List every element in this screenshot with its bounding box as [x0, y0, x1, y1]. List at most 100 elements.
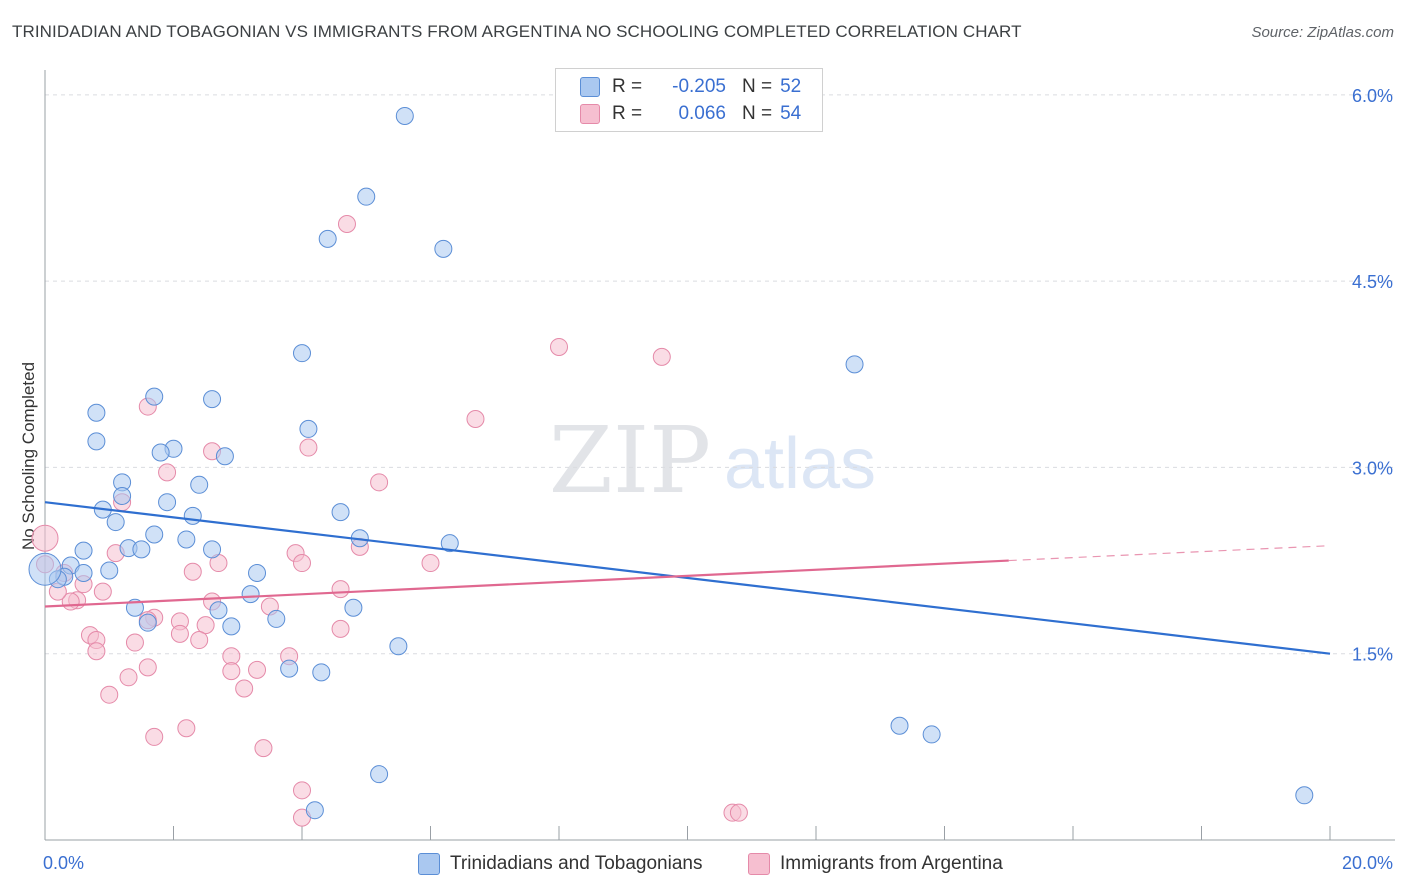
zipatlas-watermark: ZIP atlas [549, 407, 876, 514]
legend-r-label: R = [612, 103, 643, 124]
legend-r-value: -0.205 [672, 76, 726, 97]
argentina-point-49 [293, 781, 311, 800]
argentina-point-52 [729, 803, 748, 822]
trinidad-point-0 [395, 106, 414, 125]
trinidad-point-40 [344, 598, 363, 617]
legend-r-label: R = [612, 76, 643, 97]
trinidad-point-29 [74, 541, 93, 560]
trinidad-point-1 [357, 187, 376, 206]
argentina-point-37 [87, 642, 106, 661]
legend-row-trinidad: R = -0.205 N = 52 [580, 74, 801, 100]
trinidad-point-31 [100, 561, 119, 580]
trinidad-point-12 [215, 447, 234, 466]
trinidad-point-19 [183, 506, 202, 525]
watermark-zip: ZIP [549, 407, 711, 514]
argentina-point-14 [421, 554, 440, 573]
bottom-legend-swatch-pink [748, 853, 770, 875]
series-argentina-points [31, 215, 748, 827]
argentina-point-8 [370, 473, 389, 492]
grid-lines [45, 94, 1395, 655]
trinidad-point-2 [318, 229, 337, 248]
argentina-trend-line [44, 559, 1009, 608]
trinidad-point-25 [440, 534, 459, 553]
correlation-legend: R = -0.205 N = 52 R = 0.066 N = 54 [555, 68, 823, 132]
trinidad-point-46 [312, 663, 331, 682]
argentina-point-15 [293, 554, 311, 573]
argentina-point-30 [196, 616, 215, 635]
argentina-point-22 [93, 582, 112, 601]
legend-swatch-pink [580, 104, 600, 124]
trinidad-point-27 [132, 540, 151, 559]
argentina-point-35 [190, 631, 209, 650]
argentina-point-45 [100, 685, 119, 704]
legend-n-value: 54 [780, 103, 802, 124]
argentina-point-18 [183, 562, 202, 581]
legend-row-argentina: R = 0.066 N = 54 [580, 101, 801, 127]
x-tick-label-max: 20.0% [1342, 853, 1393, 873]
argentina-point-48 [254, 739, 273, 758]
source-label: Source: ZipAtlas.com [1251, 24, 1394, 41]
bottom-legend-trinidad: Trinidadians and Tobagonians [418, 851, 702, 877]
argentina-point-2 [652, 347, 671, 366]
argentina-point-43 [119, 668, 138, 687]
trinidad-point-36 [28, 552, 62, 586]
argentina-point-21 [331, 580, 350, 599]
argentina-point-47 [145, 727, 164, 746]
argentina-point-31 [331, 619, 350, 638]
argentina-point-7 [158, 463, 177, 482]
argentina-point-41 [248, 660, 267, 679]
trinidad-point-48 [922, 725, 941, 744]
y-tick-label-2: 4.5% [1352, 272, 1393, 292]
bottom-legend-argentina: Immigrants from Argentina [748, 851, 1003, 877]
trend-lines [44, 501, 1331, 655]
series-trinidad-points [28, 106, 1314, 820]
argentina-point-44 [235, 679, 254, 698]
bottom-legend-swatch-blue [418, 853, 440, 875]
trinidad-point-44 [389, 637, 408, 656]
y-tick-label-0: 1.5% [1352, 645, 1393, 665]
argentina-point-0 [337, 215, 356, 233]
argentina-point-1 [550, 337, 568, 356]
trinidad-point-43 [222, 617, 241, 636]
trinidad-point-17 [158, 493, 177, 512]
argentina-trend-extension [1008, 545, 1331, 562]
trinidad-point-39 [209, 601, 228, 620]
trinidad-point-50 [305, 801, 324, 820]
argentina-point-40 [138, 658, 157, 677]
bottom-legend-label-trinidad: Trinidadians and Tobagonians [450, 853, 703, 874]
trinidad-point-15 [190, 475, 209, 494]
trinidad-point-42 [138, 613, 157, 632]
trinidad-point-22 [145, 525, 164, 544]
trinidad-point-7 [203, 390, 222, 409]
bottom-legend-label-argentina: Immigrants from Argentina [780, 853, 1003, 874]
trinidad-point-13 [299, 419, 318, 438]
trinidad-point-49 [370, 765, 389, 784]
chart-title: TRINIDADIAN AND TOBAGONIAN VS IMMIGRANTS… [12, 22, 1022, 41]
trinidad-trend-line [44, 501, 1331, 655]
trinidad-point-20 [331, 503, 350, 522]
trinidad-point-11 [151, 443, 170, 462]
trinidad-point-33 [248, 563, 267, 582]
trinidad-point-6 [145, 387, 164, 406]
y-tick-label-1: 3.0% [1352, 458, 1393, 478]
legend-n-label: N = [742, 76, 773, 97]
trinidad-point-23 [177, 530, 196, 549]
trinidad-point-4 [845, 355, 864, 374]
legend-swatch-blue [580, 77, 600, 97]
legend-n-value: 52 [780, 76, 802, 97]
trinidad-point-9 [87, 432, 106, 451]
argentina-point-6 [299, 438, 318, 457]
trinidad-point-41 [267, 609, 286, 628]
trinidad-point-5 [293, 344, 311, 363]
watermark-atlas: atlas [724, 424, 876, 504]
argentina-point-46 [177, 719, 196, 738]
x-ticks [173, 826, 1331, 840]
trinidad-point-8 [87, 403, 106, 422]
trinidad-point-51 [1295, 786, 1314, 805]
legend-r-value: 0.066 [678, 103, 726, 124]
argentina-point-32 [170, 624, 189, 643]
y-tick-labels: 1.5% 3.0% 4.5% 6.0% [1352, 86, 1393, 665]
y-tick-label-3: 6.0% [1352, 86, 1393, 106]
argentina-point-42 [222, 662, 241, 681]
